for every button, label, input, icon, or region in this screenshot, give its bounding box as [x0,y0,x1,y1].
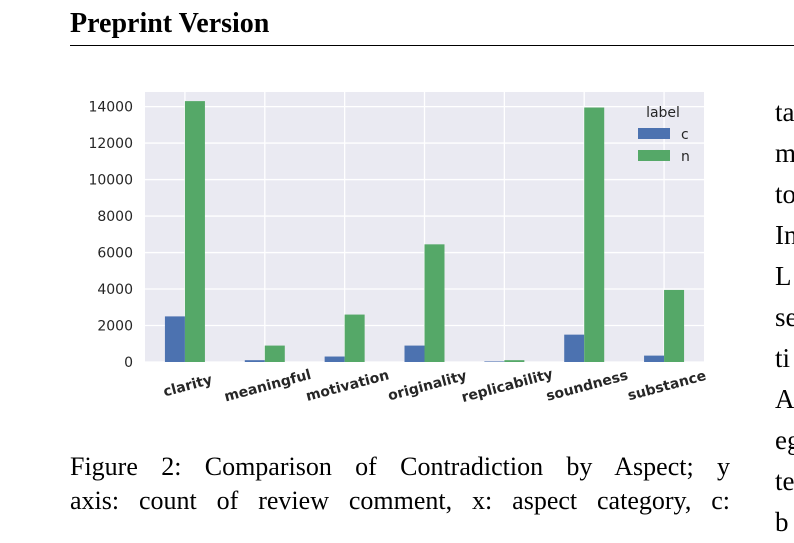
right-column-fragment: ta [775,97,794,127]
y-tick-label: 12000 [88,136,133,152]
y-tick-label: 2000 [97,319,133,335]
caption-line: axis: count of review comment, x: aspect… [70,486,730,515]
right-column-fragment: In [775,220,794,250]
bar-c [324,356,345,362]
right-column-fragment: eg [775,425,794,455]
right-column-fragment: m [775,138,794,168]
y-tick-label: 0 [124,355,133,371]
figure-caption: Figure 2: Comparison of Contradiction by… [70,450,730,518]
legend-swatch [638,128,670,139]
y-tick-label: 14000 [88,100,133,116]
y-tick-label: 8000 [97,209,133,225]
bar-n [184,101,205,363]
bar-c [404,345,425,362]
bar-n [264,345,285,362]
y-tick-label: 6000 [97,246,133,262]
y-tick-label: 10000 [88,173,133,189]
bar-c [564,334,585,362]
right-column-fragment: te [775,466,794,496]
right-column-fragment: A [775,384,794,414]
bar-n [664,289,685,362]
legend-label: c [681,127,689,143]
x-tick-label: soundness [545,368,630,405]
bar-n [424,244,445,362]
x-tick-label: replicability [460,366,555,406]
x-tick-label: meaningful [223,367,313,406]
legend-title: label [646,105,680,121]
caption-line: Figure 2: Comparison of Contradiction by… [70,452,730,481]
running-header-title: Preprint Version [70,8,270,39]
y-tick-label: 4000 [97,282,133,298]
right-column-fragment: se [775,302,794,332]
bar-c [644,355,665,362]
x-tick-label: motivation [304,367,391,405]
x-tick-label: substance [626,368,708,404]
x-tick-label: clarity [162,372,215,400]
header-rule [70,45,794,46]
figure-chart: 0 2000 4000 6000 8000 10000 12000 14000 clarity m… [88,92,708,406]
bar-n [344,314,365,362]
right-column-fragment: L [775,261,792,291]
bar-c [244,360,265,362]
right-column-fragment: b [775,507,789,537]
bar-n [504,360,525,362]
x-tick-label: originality [386,368,468,404]
right-column-text: ta m to In L se ti A eg te b [775,92,794,543]
bar-c [484,361,505,362]
right-column-fragment: ti [775,343,791,373]
right-column-fragment: to [775,179,794,209]
legend-swatch [638,150,670,161]
bar-n [584,107,605,362]
bar-layer [164,101,685,363]
legend-label: n [681,149,690,165]
bar-c [164,316,185,362]
